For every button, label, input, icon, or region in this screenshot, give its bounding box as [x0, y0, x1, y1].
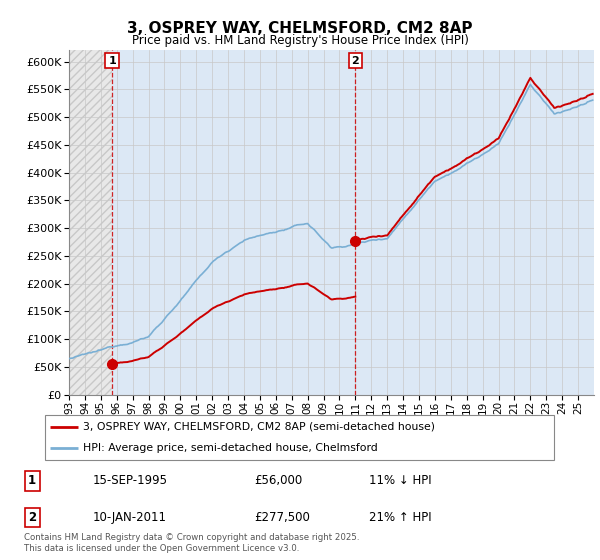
Text: 2: 2 — [352, 55, 359, 66]
Text: 2: 2 — [28, 511, 36, 524]
Text: 11% ↓ HPI: 11% ↓ HPI — [369, 474, 432, 487]
Text: Price paid vs. HM Land Registry's House Price Index (HPI): Price paid vs. HM Land Registry's House … — [131, 34, 469, 46]
Text: 1: 1 — [108, 55, 116, 66]
Text: 15-SEP-1995: 15-SEP-1995 — [92, 474, 167, 487]
FancyBboxPatch shape — [44, 415, 554, 460]
Text: £277,500: £277,500 — [254, 511, 310, 524]
Text: HPI: Average price, semi-detached house, Chelmsford: HPI: Average price, semi-detached house,… — [83, 443, 378, 453]
Text: 3, OSPREY WAY, CHELMSFORD, CM2 8AP (semi-detached house): 3, OSPREY WAY, CHELMSFORD, CM2 8AP (semi… — [83, 422, 435, 432]
Text: 1: 1 — [28, 474, 36, 487]
Text: 10-JAN-2011: 10-JAN-2011 — [92, 511, 167, 524]
Text: 21% ↑ HPI: 21% ↑ HPI — [369, 511, 432, 524]
Text: Contains HM Land Registry data © Crown copyright and database right 2025.
This d: Contains HM Land Registry data © Crown c… — [24, 533, 359, 553]
Text: £56,000: £56,000 — [254, 474, 302, 487]
Text: 3, OSPREY WAY, CHELMSFORD, CM2 8AP: 3, OSPREY WAY, CHELMSFORD, CM2 8AP — [127, 21, 473, 36]
